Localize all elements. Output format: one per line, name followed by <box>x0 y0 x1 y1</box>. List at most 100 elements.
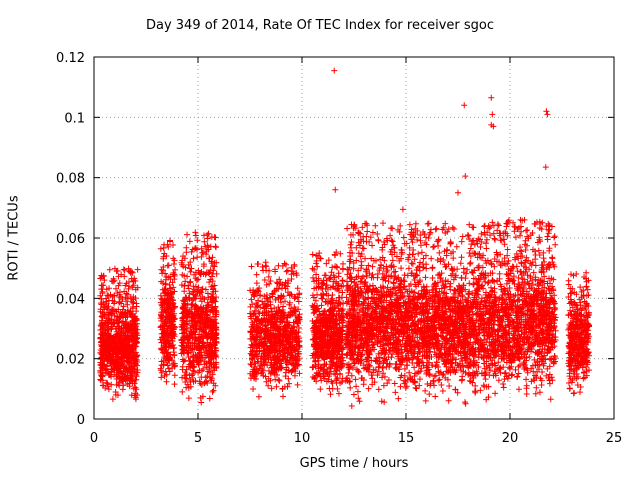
data-point <box>459 233 466 240</box>
data-point <box>105 386 112 393</box>
data-point <box>100 273 107 280</box>
data-point <box>309 251 316 258</box>
data-point <box>160 299 167 306</box>
data-point <box>205 334 212 341</box>
data-point <box>187 377 194 384</box>
data-point <box>133 315 140 322</box>
data-point <box>314 291 321 298</box>
data-point <box>203 269 210 276</box>
data-point <box>184 273 191 280</box>
data-point <box>211 234 218 241</box>
data-point <box>477 387 484 394</box>
data-point <box>207 308 214 315</box>
data-point <box>401 372 408 379</box>
data-point <box>166 237 173 244</box>
data-point <box>182 278 189 285</box>
data-point <box>113 376 120 383</box>
data-point <box>273 319 280 326</box>
data-point <box>415 250 422 257</box>
data-point <box>190 364 197 371</box>
data-point <box>121 288 128 295</box>
data-point <box>296 370 303 377</box>
data-point <box>265 273 272 280</box>
data-point <box>442 220 449 227</box>
data-point <box>351 279 358 286</box>
data-point <box>158 358 165 365</box>
data-point <box>98 330 105 337</box>
data-point <box>185 282 192 289</box>
data-point <box>335 390 342 397</box>
data-point <box>190 291 197 298</box>
data-point <box>213 324 220 331</box>
data-point <box>327 391 334 398</box>
data-point <box>97 292 104 299</box>
data-point <box>102 365 109 372</box>
data-point <box>197 271 204 278</box>
data-point <box>122 320 129 327</box>
data-point <box>103 315 110 322</box>
data-point <box>113 308 120 315</box>
data-point <box>363 238 370 245</box>
data-point <box>199 340 206 347</box>
data-point <box>105 320 112 327</box>
data-point <box>182 369 189 376</box>
data-point <box>451 226 458 233</box>
data-point <box>200 328 207 335</box>
data-point <box>188 265 195 272</box>
data-point <box>113 381 120 388</box>
data-point <box>111 298 118 305</box>
data-point <box>164 362 171 369</box>
data-point <box>185 294 192 301</box>
data-point <box>118 375 125 382</box>
data-point <box>171 372 178 379</box>
data-point <box>120 266 127 273</box>
data-point <box>430 244 437 251</box>
data-point <box>294 381 301 388</box>
data-point <box>171 315 178 322</box>
data-point <box>124 343 131 350</box>
data-point <box>161 344 168 351</box>
data-point <box>163 378 170 385</box>
data-point <box>397 383 404 390</box>
data-point <box>115 334 122 341</box>
data-point <box>116 289 123 296</box>
data-point <box>295 298 302 305</box>
data-point <box>449 224 456 231</box>
data-point <box>197 326 204 333</box>
data-point <box>195 337 202 344</box>
data-point <box>190 328 197 335</box>
data-point <box>204 231 211 238</box>
data-point <box>104 380 111 387</box>
data-point <box>186 290 193 297</box>
data-point <box>187 259 194 266</box>
data-point <box>99 335 106 342</box>
data-point <box>192 377 199 384</box>
data-point <box>124 358 131 365</box>
data-point <box>184 320 191 327</box>
data-point <box>97 350 104 357</box>
data-point <box>195 345 202 352</box>
data-point <box>206 346 213 353</box>
data-point <box>99 353 106 360</box>
data-point <box>204 242 211 249</box>
data-point <box>183 347 190 354</box>
data-point <box>276 377 283 384</box>
data-point <box>160 330 167 337</box>
data-point <box>470 311 477 318</box>
data-point <box>128 344 135 351</box>
data-point <box>195 284 202 291</box>
data-point <box>205 294 212 301</box>
data-point <box>127 269 134 276</box>
data-point <box>133 334 140 341</box>
data-point <box>170 255 177 262</box>
data-point <box>119 386 126 393</box>
data-point <box>98 295 105 302</box>
data-point <box>159 286 166 293</box>
data-point <box>128 336 135 343</box>
data-point <box>109 396 116 403</box>
data-point <box>131 365 138 372</box>
data-point <box>206 279 213 286</box>
data-point <box>190 255 197 262</box>
data-point <box>209 371 216 378</box>
data-point <box>389 257 396 264</box>
